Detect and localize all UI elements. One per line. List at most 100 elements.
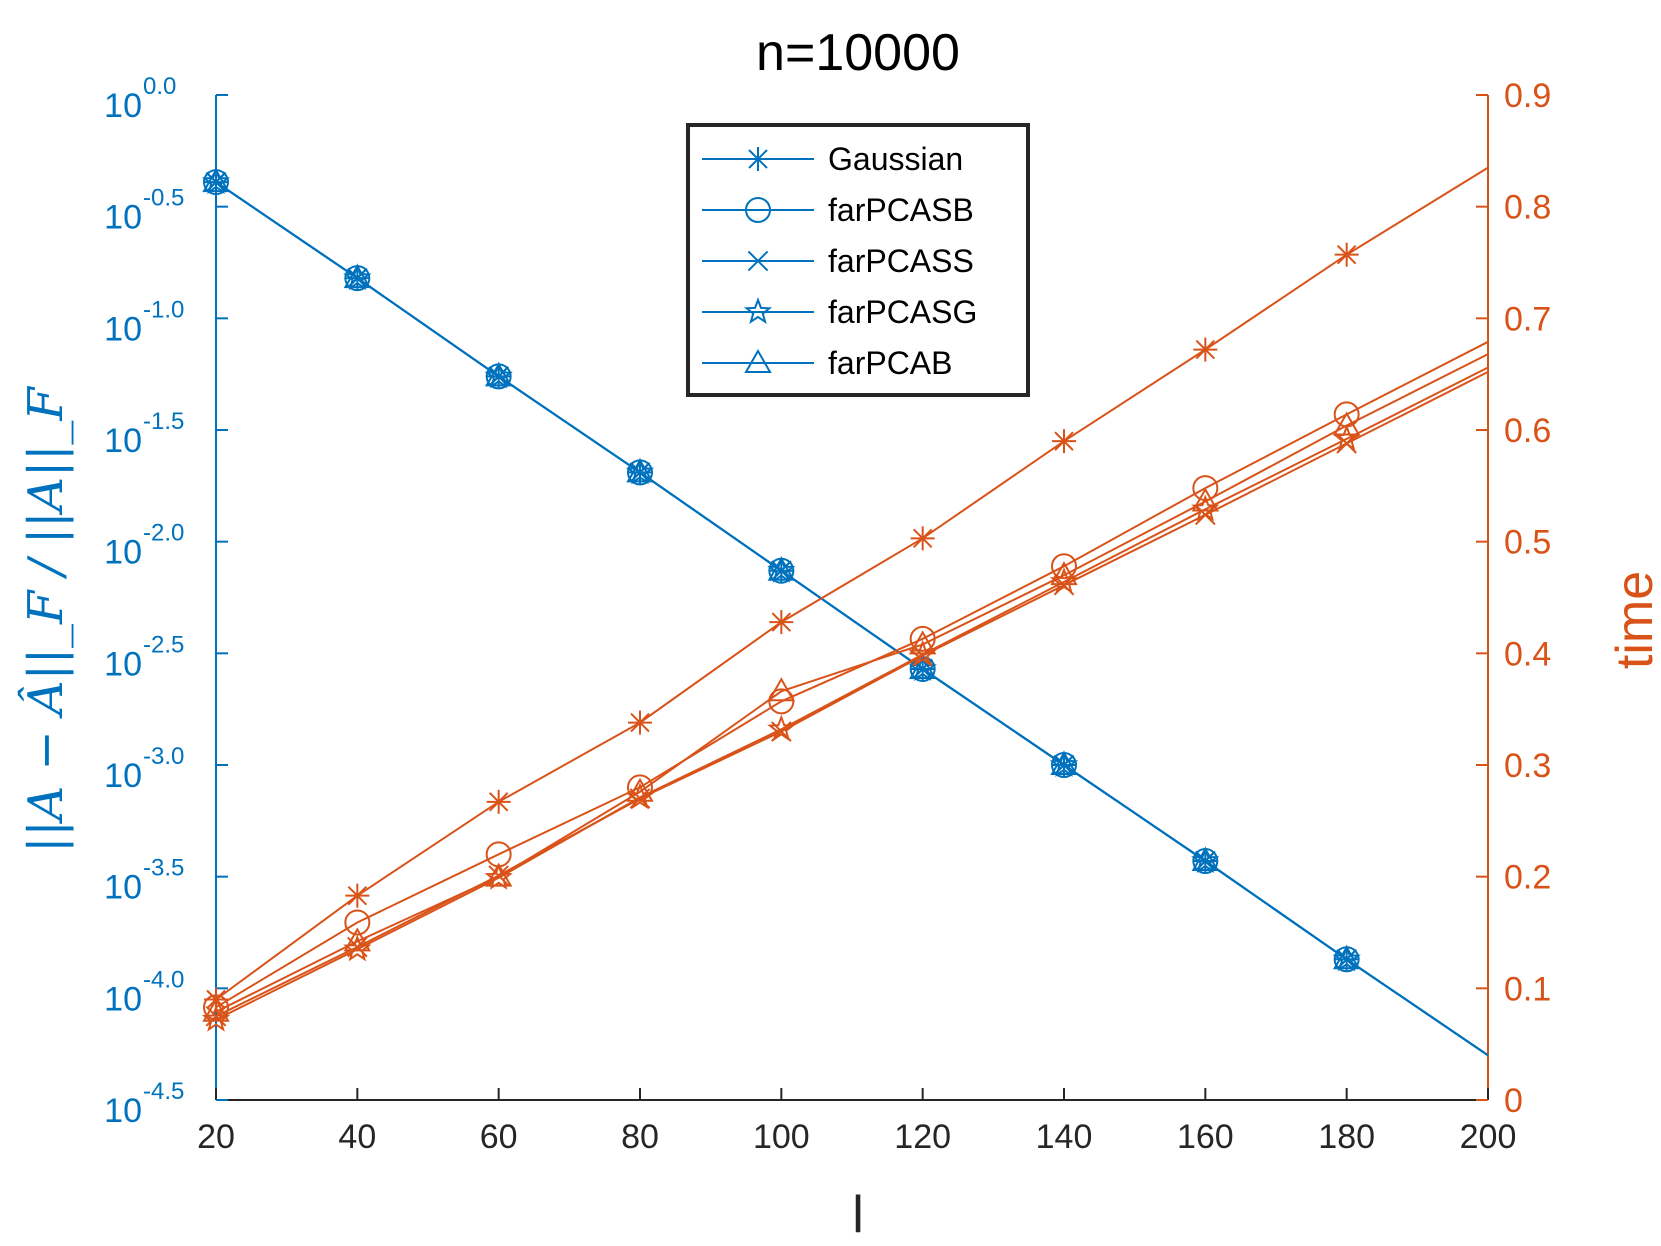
right-y-tick-label: 0.2	[1504, 859, 1551, 897]
legend-entry-farpcab: farPCAB	[702, 345, 952, 381]
left-y-tick-exponent: -1.0	[143, 296, 184, 323]
legend-label: Gaussian	[828, 141, 963, 177]
time-data-point	[1191, 487, 1220, 512]
error-data-point	[201, 167, 231, 195]
x-tick-label: 80	[621, 1118, 659, 1156]
time-data-point	[1193, 337, 1218, 362]
x-tick-label: 140	[1036, 1118, 1093, 1156]
time-series-line	[215, 340, 1489, 1009]
left-y-tick-label: 10	[104, 869, 142, 907]
left-y-tick-exponent: -2.5	[143, 631, 184, 658]
marker-shape	[745, 197, 771, 223]
legend-entry-farpcasb: farPCASB	[702, 192, 974, 228]
legend-marker	[747, 250, 769, 272]
legend-label: farPCASS	[828, 243, 974, 279]
marker-shape	[202, 168, 230, 193]
marker-shape	[484, 862, 513, 890]
left-y-tick-exponent: -3.5	[143, 855, 184, 882]
legend-label: farPCASB	[828, 192, 974, 228]
right-y-tick-label: 0.6	[1504, 412, 1551, 450]
error-data-point	[484, 361, 513, 389]
x-tick-label: 40	[338, 1118, 376, 1156]
x-tick-label: 200	[1460, 1118, 1517, 1156]
marker-shape	[201, 167, 231, 195]
time-series-line	[215, 166, 1489, 1001]
marker-shape	[767, 714, 796, 742]
time-data-point	[1334, 242, 1359, 267]
marker-shape	[1051, 553, 1077, 580]
error-series-farpcab	[202, 168, 1489, 1057]
marker-shape	[626, 458, 654, 483]
legend-entry-farpcass: farPCASS	[702, 243, 974, 279]
marker-shape	[768, 688, 795, 715]
axes: 20 40 60 80 100 120 140 160 180 200100.010-0.510-…	[104, 73, 1551, 1156]
error-data-point	[1191, 847, 1220, 872]
left-y-tick-exponent: -1.5	[143, 408, 184, 435]
error-data-point	[767, 555, 796, 583]
time-data-point	[1050, 561, 1078, 586]
time-series-line	[215, 371, 1489, 1018]
marker-stroke	[347, 885, 368, 906]
x-tick-label: 20	[197, 1118, 235, 1156]
error-data-point	[1332, 944, 1361, 972]
right-y-tick-label: 0.5	[1504, 524, 1551, 562]
error-data-point	[626, 458, 654, 483]
left-y-tick-exponent: -3.0	[143, 743, 184, 770]
error-series-line	[215, 181, 1489, 1057]
legend-marker	[746, 147, 770, 171]
error-data-point	[1050, 750, 1078, 775]
error-data-point	[343, 264, 372, 289]
marker-shape	[743, 297, 773, 325]
marker-shape	[1191, 487, 1220, 512]
right-y-tick-label: 0.8	[1504, 189, 1551, 227]
time-data-point	[484, 862, 513, 887]
time-data-point	[628, 710, 652, 735]
time-series-gaussian	[204, 166, 1489, 1012]
error-data-point	[343, 263, 372, 291]
time-series-farpcasg	[201, 366, 1489, 1032]
marker-shape	[343, 264, 372, 289]
left-y-tick-label: 10	[104, 87, 142, 125]
right-y-tick-label: 0.1	[1504, 970, 1551, 1008]
legend-entry-gaussian: Gaussian	[702, 141, 963, 177]
right-y-tick-label: 0.3	[1504, 747, 1551, 785]
error-data-point	[1191, 846, 1220, 873]
legend-marker	[744, 348, 772, 373]
left-y-tick-exponent: -4.5	[143, 1078, 184, 1105]
marker-stroke	[1195, 339, 1216, 360]
time-series-line	[215, 353, 1489, 1013]
error-data-point	[1049, 750, 1079, 778]
time-data-point	[908, 639, 937, 667]
error-data-point	[1332, 945, 1361, 970]
marker-shape	[343, 263, 372, 291]
marker-shape	[908, 654, 937, 679]
marker-shape	[1191, 846, 1220, 873]
error-data-point	[202, 168, 230, 193]
marker-shape	[484, 862, 513, 887]
time-data-point	[1051, 553, 1077, 580]
legend-marker	[745, 197, 771, 223]
marker-shape	[767, 555, 796, 583]
series-layer	[201, 166, 1489, 1057]
x-tick-label: 60	[480, 1118, 518, 1156]
left-y-axis-label: ||A − Â||_F / ||A||_F	[17, 386, 74, 853]
time-data-point	[202, 997, 230, 1022]
marker-stroke	[748, 149, 768, 169]
legend-entry-farpcasg: farPCASG	[702, 294, 977, 330]
marker-stroke	[1054, 431, 1074, 451]
time-data-point	[344, 909, 371, 936]
time-data-point	[484, 862, 513, 890]
marker-shape	[744, 348, 772, 373]
marker-shape	[1332, 944, 1361, 972]
marker-shape	[1332, 945, 1361, 970]
right-y-tick-label: 0	[1504, 1082, 1523, 1120]
marker-shape	[626, 777, 654, 802]
marker-shape	[908, 639, 937, 667]
marker-stroke	[912, 528, 933, 549]
error-data-point	[767, 556, 796, 581]
x-tick-label: 160	[1177, 1118, 1234, 1156]
time-data-point	[345, 883, 370, 908]
left-y-tick-exponent: -2.0	[143, 520, 184, 547]
marker-shape	[767, 556, 796, 581]
